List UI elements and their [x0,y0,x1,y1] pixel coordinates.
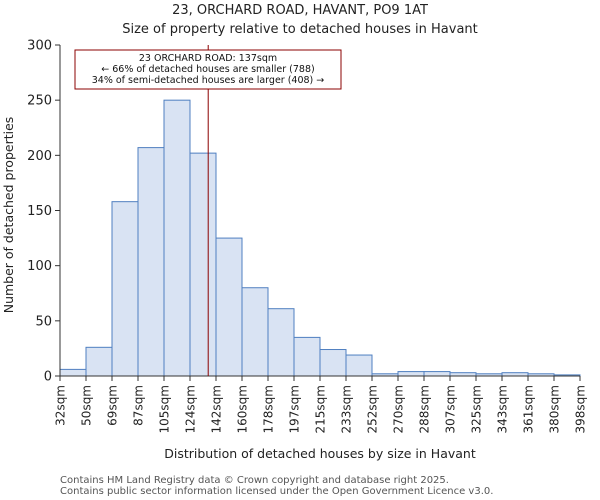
x-tick-label: 325sqm [470,385,484,433]
x-tick-label: 270sqm [392,385,406,433]
x-tick-label: 142sqm [210,385,224,433]
bar-69sqm [111,201,139,377]
annotation-frame [74,49,342,90]
x-tick-label: 124sqm [184,385,198,433]
x-axis-ticks: 32sqm 50sqm 69sqm 87sqm 105sqm 124sqm 142sqm 16… [54,376,588,433]
bar-215sqm [319,349,347,377]
annotation-box: 23 ORCHARD ROAD: 137sqm ← 66% of detache… [74,49,342,90]
x-tick-label: 233sqm [340,385,354,433]
y-tick-label: 0 [44,370,52,385]
y-tick-label: 200 [27,149,52,164]
y-tick-label: 100 [27,259,52,274]
bars-group [59,99,581,377]
x-tick-label: 32sqm [54,385,68,426]
y-tick-label: 150 [27,204,52,219]
bar-142sqm [215,237,243,377]
bar-270sqm [397,371,425,377]
x-tick-label: 105sqm [158,385,172,433]
x-tick-label: 160sqm [236,385,250,433]
y-axis-label: Number of detached properties [1,117,16,314]
x-tick-label: 252sqm [366,385,380,433]
bar-105sqm [163,99,191,377]
footer-line1: Contains HM Land Registry data © Crown c… [60,475,449,486]
x-tick-label: 398sqm [574,385,588,433]
bar-160sqm [241,287,269,377]
x-tick-label: 215sqm [314,385,328,433]
bar-197sqm [293,336,321,377]
annotation-line3: 34% of semi-detached houses are larger (… [92,75,325,86]
x-tick-label: 307sqm [444,385,458,433]
annotation-line2: ← 66% of detached houses are smaller (78… [101,64,314,75]
x-tick-label: 343sqm [496,385,510,433]
x-tick-label: 69sqm [106,385,120,426]
x-tick-label: 380sqm [548,385,562,433]
y-tick-label: 50 [35,314,52,329]
bar-50sqm [85,346,113,377]
bar-87sqm [137,147,165,377]
y-tick-label: 250 [27,94,52,109]
x-axis-label: Distribution of detached houses by size … [164,446,476,461]
x-tick-label: 50sqm [80,385,94,426]
bar-124sqm [189,152,217,377]
bar-32sqm [59,368,87,377]
y-axis-ticks: 0 50 100 150 200 250 300 [27,39,60,385]
x-tick-label: 288sqm [418,385,432,433]
annotation-line1: 23 ORCHARD ROAD: 137sqm [139,53,277,64]
bar-288sqm [423,371,451,377]
bar-233sqm [345,354,373,377]
footer-line2: Contains public sector information licen… [60,486,493,497]
bar-178sqm [267,308,295,377]
x-tick-label: 178sqm [262,385,276,433]
y-tick-label: 300 [27,39,52,54]
chart-title-line1: 23, ORCHARD ROAD, HAVANT, PO9 1AT [172,3,428,18]
x-tick-label: 197sqm [288,385,302,433]
x-tick-label: 87sqm [132,385,146,426]
x-tick-label: 361sqm [522,385,536,433]
chart-title-line2: Size of property relative to detached ho… [122,22,478,37]
